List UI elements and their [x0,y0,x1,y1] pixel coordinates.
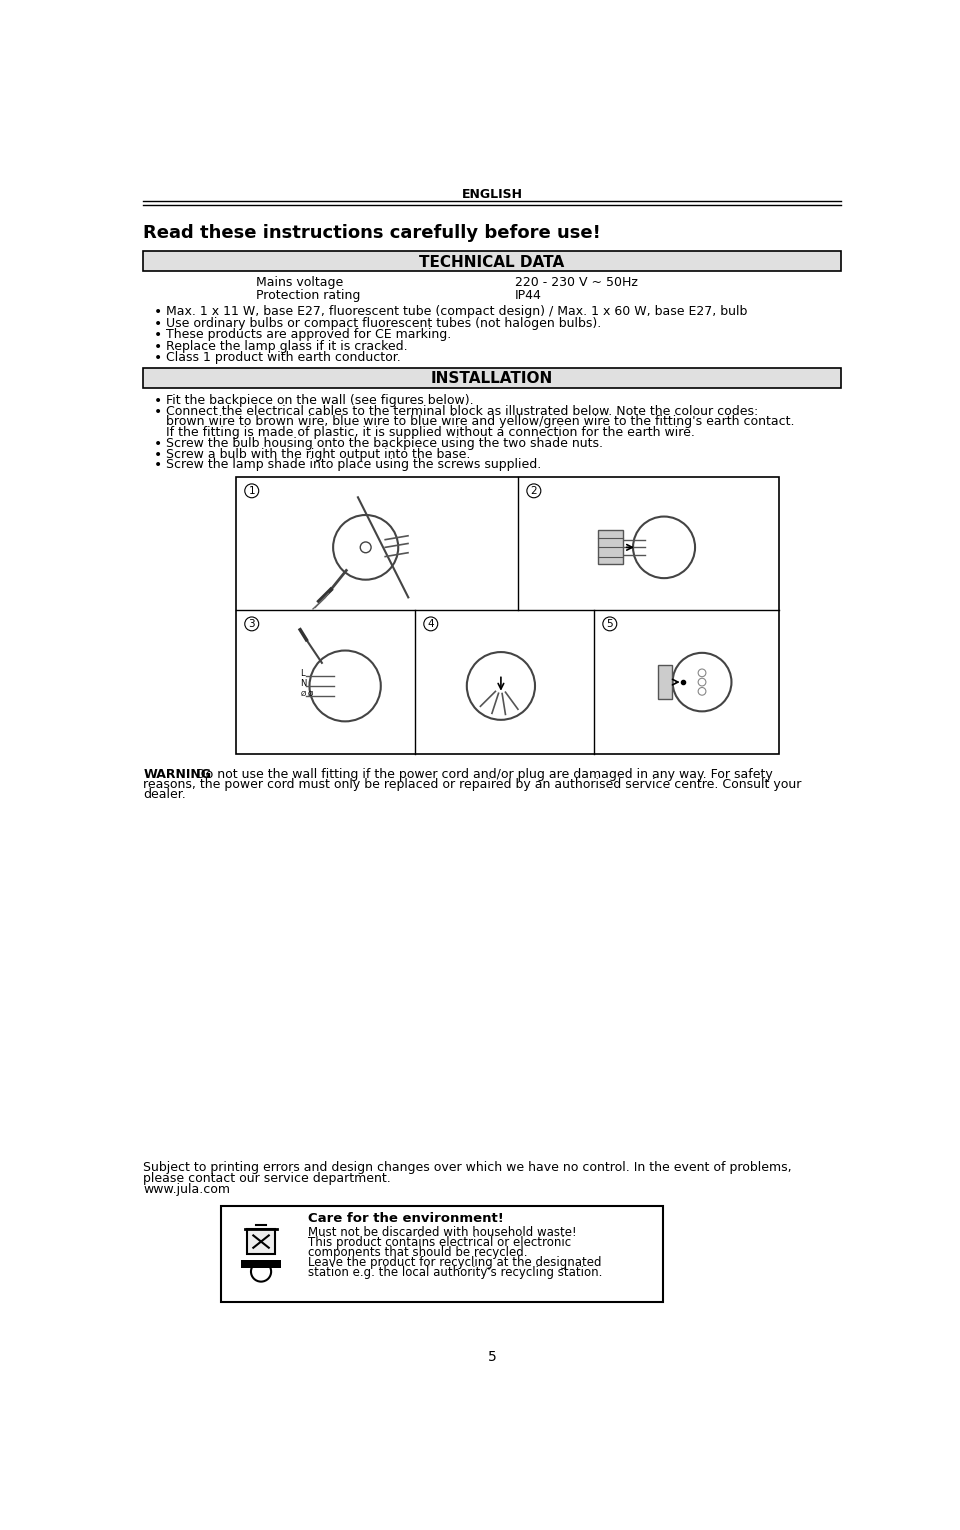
Text: 3: 3 [249,620,255,629]
Text: INSTALLATION: INSTALLATION [431,372,553,387]
Text: •: • [155,459,162,473]
Text: Mains voltage: Mains voltage [255,275,343,289]
Text: L: L [300,669,305,678]
Text: www.jula.com: www.jula.com [143,1183,230,1196]
Text: Protection rating: Protection rating [255,289,360,301]
Text: •: • [155,329,162,343]
Text: dealer.: dealer. [143,788,186,802]
Text: •: • [155,438,162,451]
Text: Leave the product for recycling at the designated: Leave the product for recycling at the d… [307,1256,601,1270]
Text: Ø: Ø [300,692,305,698]
Text: N: N [300,679,306,689]
Text: If the fitting is made of plastic, it is supplied without a connection for the e: If the fitting is made of plastic, it is… [166,427,695,439]
Text: •: • [155,448,162,462]
Text: please contact our service department.: please contact our service department. [143,1172,391,1186]
Text: 220 - 230 V ~ 50Hz: 220 - 230 V ~ 50Hz [516,275,638,289]
Text: Screw the bulb housing onto the backpiece using the two shade nuts.: Screw the bulb housing onto the backpiec… [166,438,604,450]
Text: •: • [155,306,162,320]
Text: reasons, the power cord must only be replaced or repaired by an authorised servi: reasons, the power cord must only be rep… [143,779,802,791]
Text: •: • [155,404,162,419]
Text: IP44: IP44 [516,289,542,301]
Text: 5: 5 [488,1349,496,1365]
Bar [247,1229,275,1255]
Bar [236,477,779,754]
Bar [658,666,672,699]
Text: Subject to printing errors and design changes over which we have no control. In : Subject to printing errors and design ch… [143,1161,792,1175]
Bar [221,1206,662,1302]
Text: Replace the lamp glass if it is cracked.: Replace the lamp glass if it is cracked. [166,340,408,353]
Text: Must not be discarded with household waste!: Must not be discarded with household was… [307,1226,576,1239]
Text: TECHNICAL DATA: TECHNICAL DATA [420,256,564,271]
Text: Screw the lamp shade into place using the screws supplied.: Screw the lamp shade into place using th… [166,459,541,471]
Text: •: • [155,317,162,330]
Text: •: • [155,340,162,353]
Text: These products are approved for CE marking.: These products are approved for CE marki… [166,329,452,341]
Bar [143,251,841,271]
Text: 1: 1 [249,487,255,496]
Text: 4: 4 [427,620,434,629]
Text: WARNING: WARNING [143,768,211,780]
Text: Connect the electrical cables to the terminal block as illustrated below. Note t: Connect the electrical cables to the ter… [166,404,758,418]
Text: •: • [155,352,162,366]
Text: ENGLISH: ENGLISH [462,188,522,202]
Text: 5: 5 [607,620,613,629]
Text: This product contains electrical or electronic: This product contains electrical or elec… [307,1236,570,1248]
Bar [143,367,841,387]
Text: components that should be recycled.: components that should be recycled. [307,1247,527,1259]
Text: Do not use the wall fitting if the power cord and/or plug are damaged in any way: Do not use the wall fitting if the power… [188,768,773,780]
Text: Screw a bulb with the right output into the base.: Screw a bulb with the right output into … [166,448,470,461]
Text: Max. 1 x 11 W, base E27, fluorescent tube (compact design) / Max. 1 x 60 W, base: Max. 1 x 11 W, base E27, fluorescent tub… [166,306,748,318]
Text: Fit the backpiece on the wall (see figures below).: Fit the backpiece on the wall (see figur… [166,393,474,407]
Bar [241,1261,281,1268]
Text: 2: 2 [531,487,538,496]
Text: Class 1 product with earth conductor.: Class 1 product with earth conductor. [166,352,401,364]
Text: Use ordinary bulbs or compact fluorescent tubes (not halogen bulbs).: Use ordinary bulbs or compact fluorescen… [166,317,602,330]
Text: •: • [155,393,162,409]
Text: station e.g. the local authority's recycling station.: station e.g. the local authority's recyc… [307,1267,602,1279]
Bar [598,531,623,565]
Text: Ø: Ø [308,692,313,698]
Text: brown wire to brown wire, blue wire to blue wire and yellow/green wire to the fi: brown wire to brown wire, blue wire to b… [166,415,795,428]
Text: Read these instructions carefully before use!: Read these instructions carefully before… [143,223,601,242]
Text: Care for the environment!: Care for the environment! [307,1212,503,1226]
